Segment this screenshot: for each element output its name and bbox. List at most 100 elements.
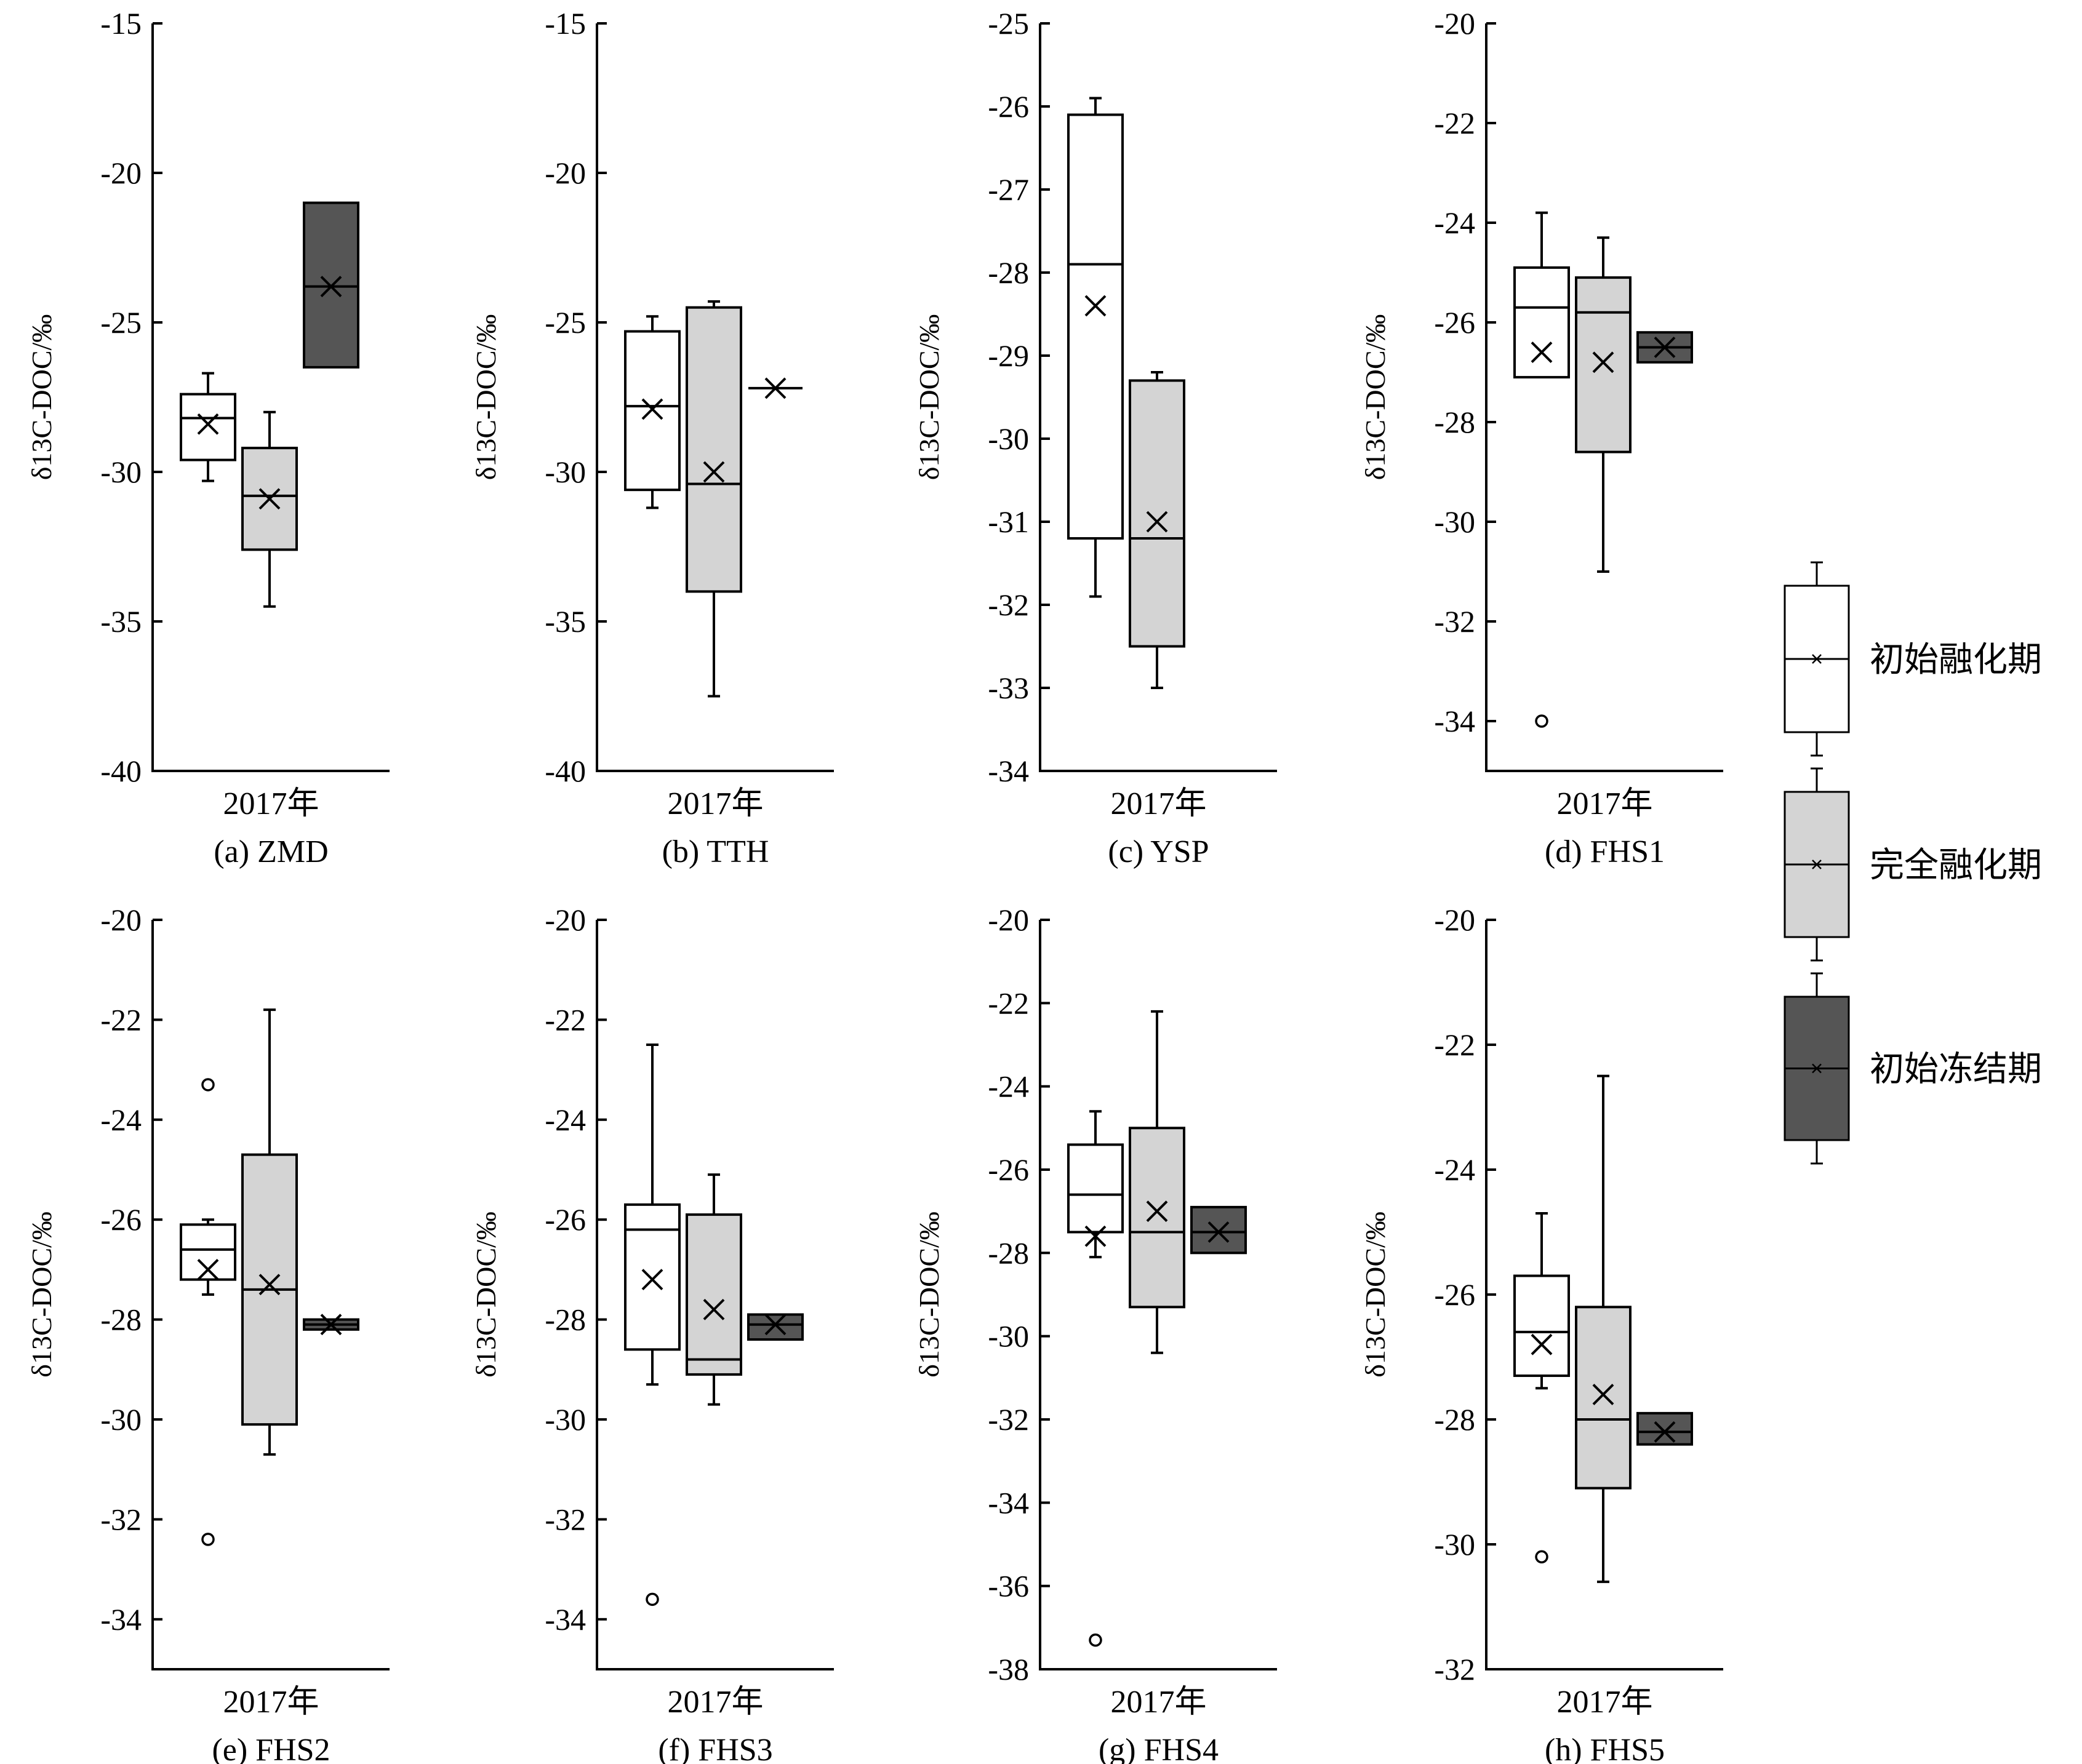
x-axis-label: 2017年 — [667, 1685, 763, 1720]
y-tick-label: -28 — [1434, 405, 1475, 439]
panels: -40 -35 -30 -25 -20 -15 δ13C-DOC/‰ 2017年 (a) ZMD… — [26, 6, 1723, 1764]
mean-marker — [1531, 1333, 1553, 1355]
y-tick-label: -22 — [100, 1002, 142, 1037]
panel-caption: (d) FHS1 — [1545, 834, 1665, 869]
y-tick-label: -27 — [988, 172, 1029, 207]
y-tick-label: -30 — [988, 1319, 1029, 1354]
box-body — [1067, 1143, 1124, 1234]
box-body — [1513, 266, 1570, 379]
y-tick-label: -31 — [988, 505, 1029, 539]
x-axis-label: 2017年 — [223, 786, 319, 821]
y-tick-label: -26 — [545, 1202, 586, 1237]
y-tick-label: -24 — [1434, 206, 1475, 240]
panel-caption: (a) ZMD — [214, 834, 328, 869]
y-tick-label: -20 — [1434, 903, 1475, 937]
x-axis-label: 2017年 — [1110, 786, 1206, 821]
box-1 — [624, 315, 681, 509]
box-body — [1575, 1306, 1632, 1490]
y-tick-label: -22 — [545, 1002, 586, 1037]
y-tick-label: -38 — [988, 1652, 1029, 1686]
y-tick-label: -28 — [988, 1235, 1029, 1270]
panel-caption: (g) FHS4 — [1099, 1733, 1219, 1764]
mean-marker — [641, 1269, 663, 1291]
box-1 — [1513, 211, 1570, 728]
mean-marker — [1654, 1421, 1676, 1443]
box-1 — [1067, 97, 1124, 598]
mean-marker — [258, 1274, 281, 1296]
y-tick-label: -25 — [988, 6, 1029, 41]
y-axis-label: δ13C-DOC/‰ — [26, 1211, 57, 1378]
outlier-point — [646, 1592, 659, 1606]
box-1 — [624, 1044, 681, 1606]
y-tick-label: -22 — [1434, 1028, 1475, 1062]
outlier-point — [201, 1533, 215, 1546]
box-body — [1129, 379, 1185, 648]
mean-marker — [1654, 337, 1676, 358]
mean-marker — [197, 413, 219, 435]
box-2 — [1575, 236, 1632, 573]
y-tick-label: -20 — [1434, 6, 1475, 41]
x-axis-label: 2017年 — [667, 786, 763, 821]
box-3 — [1190, 1205, 1247, 1255]
y-tick-label: -34 — [100, 1602, 142, 1637]
panel-1: -40 -35 -30 -25 -20 -15 δ13C-DOC/‰ 2017年 (a) ZMD — [26, 6, 390, 869]
legend-item-3: 初始冻结期 — [1784, 972, 2042, 1165]
box-1 — [1513, 1212, 1570, 1564]
panel-caption: (c) YSP — [1108, 834, 1209, 869]
mean-marker — [320, 1314, 342, 1336]
box-body — [1513, 1274, 1570, 1377]
y-tick-label: -32 — [1434, 1652, 1475, 1686]
box-3 — [747, 1313, 804, 1341]
box-body — [1636, 1411, 1693, 1446]
y-tick-label: -36 — [988, 1569, 1029, 1603]
box-body — [180, 1223, 236, 1281]
mean-marker — [1084, 295, 1107, 317]
panel-5: -34 -32 -30 -28 -26 -24 -22 -20 δ13C-DOC/‰ 2017年 (… — [26, 903, 390, 1764]
box-3 — [1636, 331, 1693, 364]
box-body — [686, 306, 742, 593]
outlier-point — [201, 1078, 215, 1092]
y-tick-label: -26 — [1434, 1277, 1475, 1312]
y-tick-label: -24 — [100, 1103, 142, 1137]
y-tick-label: -26 — [100, 1202, 142, 1237]
box-2 — [1129, 371, 1185, 689]
y-tick-label: -20 — [100, 903, 142, 937]
y-tick-label: -24 — [988, 1069, 1029, 1104]
mean-marker — [1592, 351, 1614, 373]
box-2 — [686, 1173, 742, 1406]
panel-caption: (f) FHS3 — [658, 1733, 772, 1764]
y-tick-label: -34 — [988, 754, 1029, 788]
panel-caption: (e) FHS2 — [212, 1733, 330, 1764]
y-axis-label: δ13C-DOC/‰ — [913, 314, 945, 481]
outlier-point — [1535, 714, 1548, 728]
box-body — [1190, 1205, 1247, 1255]
x-axis-label: 2017年 — [223, 1685, 319, 1720]
y-tick-label: -33 — [988, 671, 1029, 705]
y-tick-label: -35 — [100, 604, 142, 639]
y-tick-label: -26 — [1434, 305, 1475, 340]
mean-marker — [764, 377, 787, 399]
panel-caption: (h) FHS5 — [1545, 1733, 1665, 1764]
box-body — [747, 1313, 804, 1341]
x-axis-label: 2017年 — [1556, 1685, 1652, 1720]
box-2 — [241, 410, 298, 608]
y-tick-label: -30 — [988, 421, 1029, 456]
box-1 — [180, 372, 236, 482]
box-2 — [241, 1008, 298, 1456]
box-body — [180, 393, 236, 461]
panel-4: -34 -32 -30 -28 -26 -24 -22 -20 δ13C-DOC/‰ 2017年 (… — [1359, 6, 1723, 869]
mean-marker — [1146, 1200, 1168, 1223]
y-tick-label: -28 — [988, 255, 1029, 290]
y-tick-label: -28 — [100, 1303, 142, 1337]
x-axis-label: 2017年 — [1556, 786, 1652, 821]
y-axis-label: δ13C-DOC/‰ — [26, 314, 57, 481]
legend-item-1: 初始融化期 — [1784, 561, 2042, 757]
y-tick-label: -30 — [1434, 505, 1475, 539]
y-tick-label: -29 — [988, 338, 1029, 373]
x-axis-label: 2017年 — [1110, 1685, 1206, 1720]
y-tick-label: -32 — [988, 1402, 1029, 1437]
y-tick-label: -24 — [545, 1103, 586, 1137]
y-axis-label: δ13C-DOC/‰ — [1359, 1211, 1391, 1378]
panel-6: -34 -32 -30 -28 -26 -24 -22 -20 δ13C-DOC/‰ 2017年 (… — [470, 903, 834, 1764]
